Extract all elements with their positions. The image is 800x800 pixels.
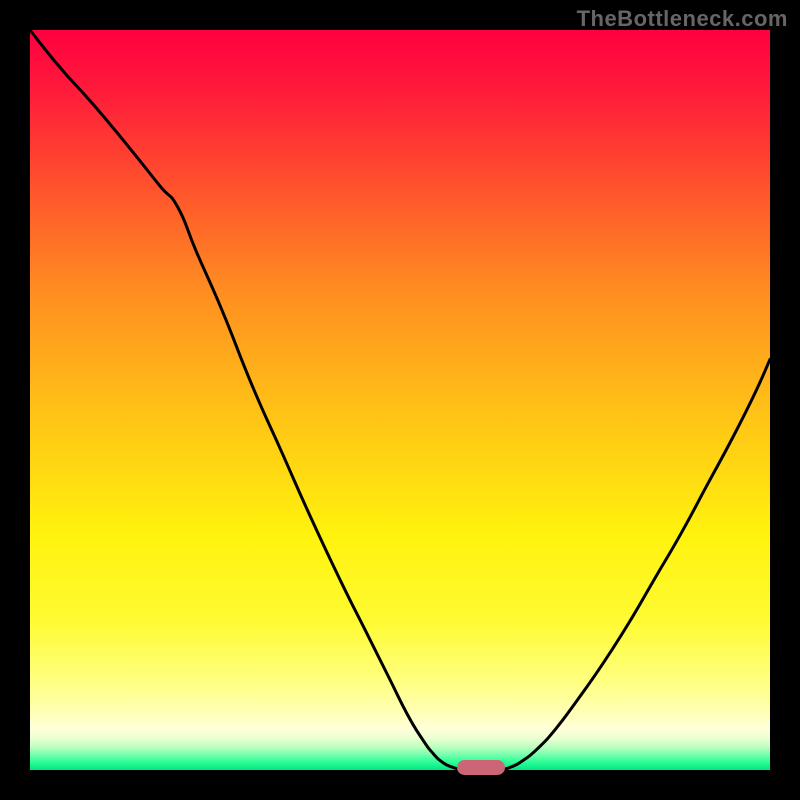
curve-left-branch (30, 30, 459, 769)
bottleneck-curve-layer (0, 0, 800, 800)
curve-right-branch (504, 359, 770, 769)
chart-frame: TheBottleneck.com (0, 0, 800, 800)
optimum-marker (457, 760, 505, 775)
